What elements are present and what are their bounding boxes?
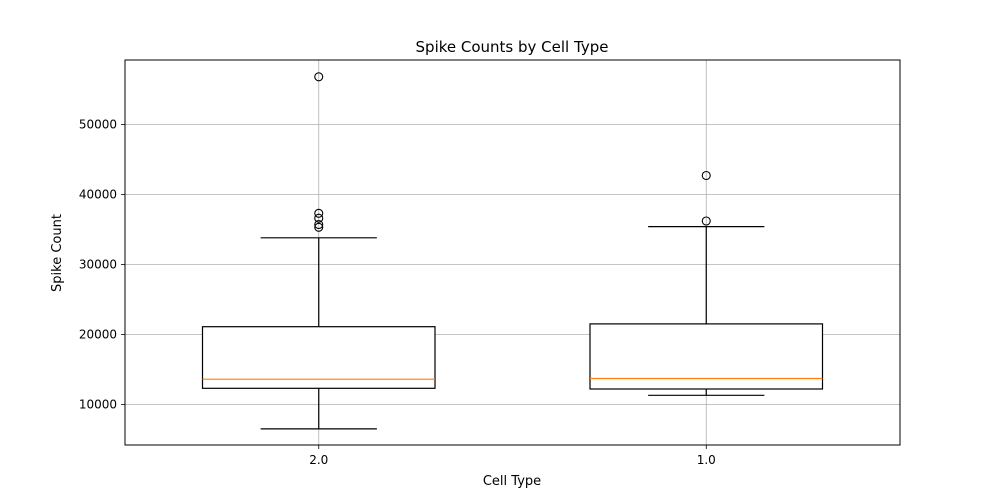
outlier-point bbox=[314, 208, 324, 218]
x-axis-label: Cell Type bbox=[483, 474, 541, 489]
outlier-point bbox=[314, 72, 324, 82]
y-tick-label: 30000 bbox=[79, 257, 117, 271]
y-tick-label: 20000 bbox=[79, 327, 117, 341]
interquartile-box bbox=[201, 326, 436, 389]
x-tick-label: 2.0 bbox=[309, 453, 328, 467]
chart-title: Spike Counts by Cell Type bbox=[416, 38, 609, 56]
y-tick-label: 10000 bbox=[79, 397, 117, 411]
y-tick-label: 50000 bbox=[79, 117, 117, 131]
plot-area-frame bbox=[124, 59, 901, 446]
y-axis-label: Spike Count bbox=[50, 214, 65, 292]
y-tick-label: 40000 bbox=[79, 187, 117, 201]
outlier-point bbox=[701, 170, 711, 181]
axis-ticks: 10000 20000 30000 40000 50000 2.0 1.0 bbox=[79, 117, 716, 467]
outlier-point bbox=[701, 216, 711, 226]
x-tick-label: 1.0 bbox=[697, 453, 716, 467]
outlier-point bbox=[314, 222, 324, 232]
interquartile-box bbox=[589, 323, 824, 390]
outlier-point bbox=[314, 219, 324, 230]
box-plots bbox=[201, 72, 824, 430]
outlier-point bbox=[314, 213, 324, 223]
